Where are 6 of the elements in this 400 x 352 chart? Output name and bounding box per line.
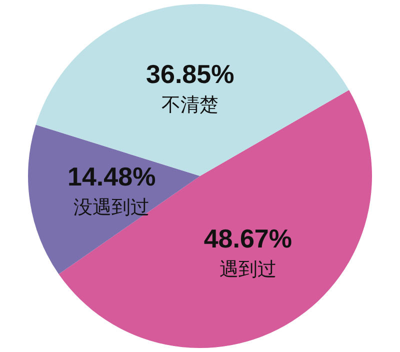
slice-label: 不清楚 xyxy=(162,95,219,116)
slice-label: 遇到过 xyxy=(219,260,276,281)
slice-label: 没遇到过 xyxy=(74,198,150,219)
data-label: 36.85% xyxy=(146,59,234,90)
data-label: 48.67% xyxy=(204,224,292,254)
data-label: 14.48% xyxy=(68,162,156,192)
